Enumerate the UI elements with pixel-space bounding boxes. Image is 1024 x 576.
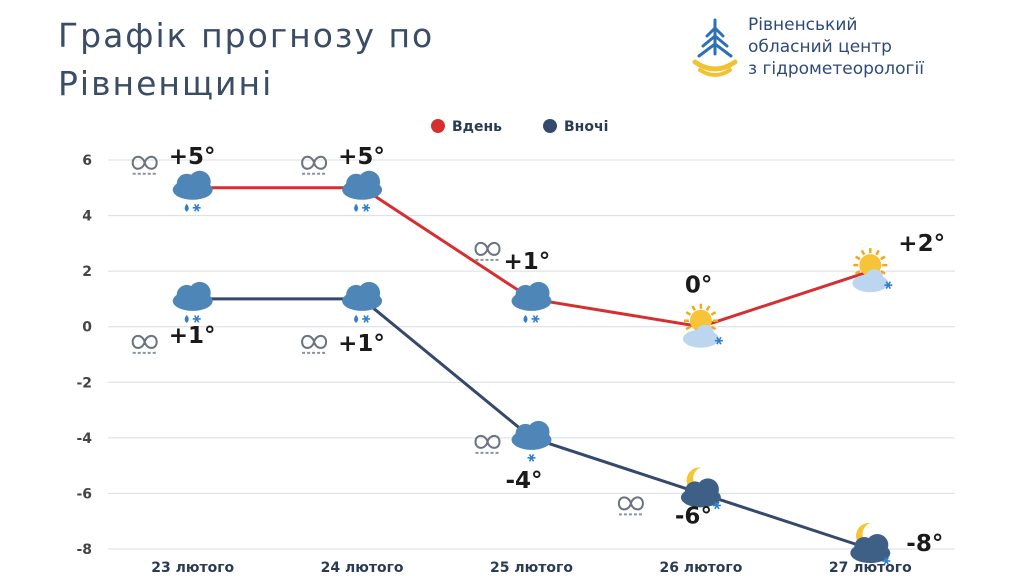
sun-cloud-snow-icon — [852, 248, 893, 293]
cloud-icon — [172, 170, 213, 200]
sun-cloud-snow-icon — [682, 303, 723, 348]
cloud-icon — [511, 420, 552, 450]
org-logo: Рівненський обласний центр з гідрометеор… — [690, 14, 990, 86]
fog-icon — [131, 155, 158, 175]
snowflake-icon — [527, 453, 536, 462]
data-label: +5° — [338, 144, 385, 170]
fog-icon — [474, 241, 501, 261]
org-name-line1: Рівненський — [748, 15, 858, 35]
x-tick-label: 26 лютого — [659, 560, 742, 576]
snowflake-icon — [192, 315, 201, 323]
raindrop-icon — [354, 314, 359, 323]
cloud-icon — [850, 534, 891, 563]
moon-cloud-snow-icon — [680, 467, 721, 510]
org-name-line2: обласний центр — [748, 37, 892, 57]
cloud-snow-rain-icon — [172, 170, 213, 212]
data-label: -8° — [906, 531, 943, 557]
y-tick-label: 4 — [82, 209, 92, 225]
legend-label: Вночі — [564, 119, 608, 135]
fog-icon — [301, 155, 328, 175]
cloud-snow-rain-icon — [342, 281, 383, 323]
snowflake-icon — [882, 557, 891, 565]
cloud-icon — [172, 281, 213, 311]
y-tick-label: -2 — [76, 375, 92, 391]
x-tick-label: 25 лютого — [490, 560, 573, 576]
y-tick-label: 2 — [82, 264, 92, 280]
x-tick-label: 24 лютого — [321, 560, 404, 576]
legend-label: Вдень — [452, 119, 502, 135]
snowflake-icon — [531, 315, 540, 323]
org-name: Рівненський обласний центр з гідрометеор… — [748, 14, 924, 80]
snowflake-icon — [714, 336, 723, 345]
org-name-line3: з гідрометеорології — [748, 59, 924, 79]
snowflake-icon — [884, 281, 893, 290]
legend-marker — [431, 119, 445, 133]
x-tick-label: 27 лютого — [829, 560, 912, 576]
data-label: -4° — [506, 468, 543, 494]
raindrop-icon — [523, 314, 528, 323]
cloud-icon — [342, 281, 383, 311]
legend-marker — [543, 119, 557, 133]
legend: Вдень Вночі — [431, 119, 608, 135]
y-tick-label: -8 — [76, 542, 92, 558]
data-label: +1° — [338, 331, 385, 357]
cloud-icon — [852, 269, 889, 293]
y-tick-label: 6 — [82, 153, 92, 169]
drop-logo-icon — [692, 18, 738, 77]
cloud-icon — [511, 281, 552, 311]
raindrop-icon — [184, 314, 189, 323]
cloud-snow-rain-icon — [511, 281, 552, 323]
data-label: -6° — [675, 503, 712, 529]
y-tick-label: -6 — [76, 486, 92, 502]
raindrop-icon — [184, 203, 189, 212]
x-tick-label: 23 лютого — [151, 560, 234, 576]
cloud-snow-rain-icon — [172, 281, 213, 323]
cloud-snow-rain-icon — [342, 170, 383, 212]
cloud-icon — [342, 170, 383, 200]
data-label: +2° — [898, 231, 945, 257]
data-label: 0° — [685, 273, 713, 299]
data-label: +1° — [169, 323, 216, 349]
snowflake-icon — [362, 315, 371, 323]
snowflake-icon — [712, 501, 721, 510]
fog-icon — [131, 334, 158, 354]
cloud-snow-icon — [511, 420, 552, 462]
fog-icon — [474, 434, 501, 454]
y-tick-label: -4 — [76, 431, 92, 447]
y-tick-label: 0 — [82, 320, 92, 336]
page-title: Графік прогнозу по Рівненщині — [58, 16, 435, 103]
moon-cloud-snow-icon — [850, 522, 891, 565]
fog-icon — [617, 496, 644, 516]
snowflake-icon — [362, 203, 371, 212]
data-label: +5° — [169, 144, 216, 170]
cloud-icon — [682, 324, 719, 348]
data-label: +1° — [504, 249, 551, 275]
fog-icon — [301, 334, 328, 354]
raindrop-icon — [354, 203, 359, 212]
snowflake-icon — [192, 203, 201, 212]
cloud-icon — [680, 478, 721, 508]
